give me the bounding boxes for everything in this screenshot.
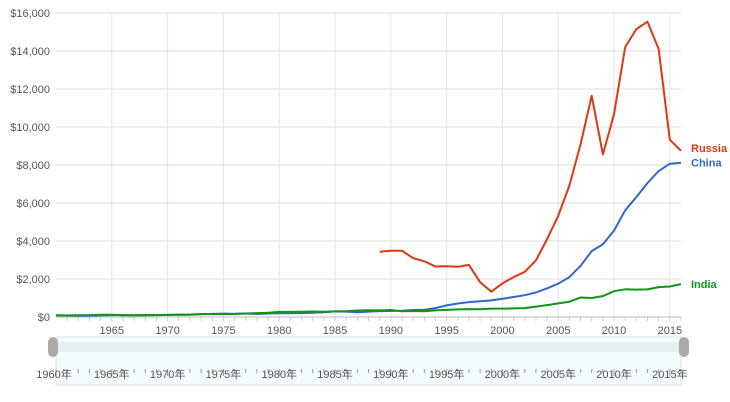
x-tick-label: 2015 <box>658 325 682 337</box>
slider-handle-start[interactable] <box>48 337 58 357</box>
slider-year-label: 1985年 <box>317 367 352 381</box>
y-tick-label: $14,000 <box>10 46 50 58</box>
x-tick-label: 1980 <box>267 325 291 337</box>
series-label-india: India <box>691 279 718 291</box>
x-tick-label: 1995 <box>434 325 458 337</box>
series-line-russia <box>379 20 682 293</box>
slider-year-label: 2000年 <box>485 367 520 381</box>
x-tick-label: 1985 <box>323 325 347 337</box>
slider-year-label: 1970年 <box>150 367 185 381</box>
slider-year-label: 1975年 <box>206 367 241 381</box>
y-tick-label: $6,000 <box>16 198 50 210</box>
slider-year-label: 1980年 <box>261 367 296 381</box>
slider-year-label: 2010年 <box>596 367 631 381</box>
series-label-china: China <box>691 158 722 170</box>
y-tick-label: $10,000 <box>10 122 50 134</box>
slider-handle-end[interactable] <box>679 337 689 357</box>
slider-year-label: 1990年 <box>373 367 408 381</box>
slider-year-label: 1965年 <box>94 367 129 381</box>
x-tick-label: 2010 <box>602 325 626 337</box>
y-tick-label: $4,000 <box>16 236 50 248</box>
y-tick-label: $12,000 <box>10 84 50 96</box>
x-tick-label: 1965 <box>100 325 124 337</box>
x-tick-label: 1990 <box>379 325 403 337</box>
slider-year-label: 2005年 <box>540 367 575 381</box>
slider-year-label: 1995年 <box>429 367 464 381</box>
slider-year-label: 1960年 <box>36 367 71 381</box>
slider-year-label: 2015年 <box>652 367 687 381</box>
series-line-china <box>55 161 682 317</box>
y-tick-label: $0 <box>38 312 50 324</box>
series-line-india <box>56 283 682 317</box>
y-tick-label: $2,000 <box>16 274 50 286</box>
y-tick-label: $16,000 <box>10 8 50 20</box>
x-tick-label: 2000 <box>490 325 514 337</box>
y-tick-label: $8,000 <box>16 160 50 172</box>
series-label-russia: Russia <box>691 143 728 155</box>
x-tick-label: 2005 <box>546 325 570 337</box>
x-tick-label: 1975 <box>211 325 235 337</box>
time-slider-range <box>56 342 681 352</box>
x-tick-label: 1970 <box>155 325 179 337</box>
